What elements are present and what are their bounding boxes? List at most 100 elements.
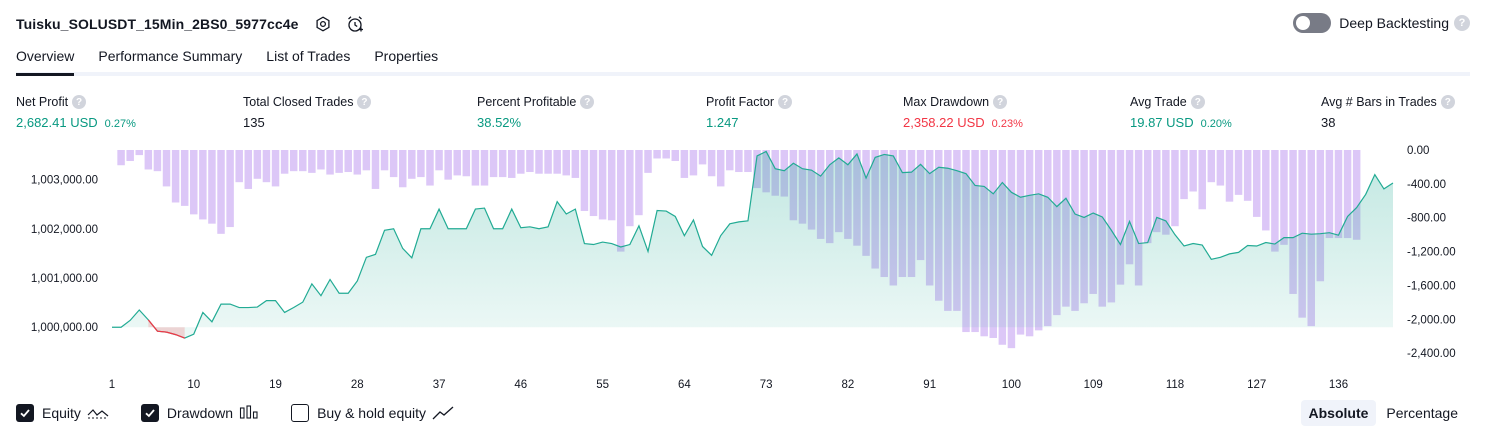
- drawdown-bar: [653, 150, 661, 159]
- legend-equity[interactable]: Equity: [16, 404, 109, 422]
- drawdown-bar: [707, 150, 716, 177]
- drawdown-bar: [235, 150, 243, 183]
- drawdown-bar: [1153, 150, 1161, 233]
- deep-backtesting-control: Deep Backtesting ?: [1293, 13, 1470, 33]
- drawdown-bar: [162, 150, 171, 187]
- drawdown-bar: [380, 150, 389, 171]
- drawdown-bar: [1271, 150, 1279, 252]
- drawdown-bar: [671, 150, 680, 162]
- drawdown-bar: [662, 150, 670, 159]
- alert-clock-icon[interactable]: [345, 14, 365, 34]
- metric-avg-trade: Avg Trade? 19.87 USD 0.20%: [1130, 94, 1232, 130]
- drawdown-bar: [199, 150, 207, 220]
- drawdown-bar: [208, 150, 216, 224]
- metric-value: 38.52%: [477, 115, 522, 130]
- drawdown-bar: [190, 150, 198, 215]
- trade-tick-label: 109: [1084, 379, 1103, 391]
- info-icon[interactable]: ?: [1190, 95, 1205, 109]
- drawdown-bar: [1352, 150, 1361, 240]
- info-icon[interactable]: ?: [357, 95, 372, 109]
- tab-overview[interactable]: Overview: [16, 42, 75, 76]
- drawdown-bar: [1225, 150, 1234, 202]
- equity-checkbox[interactable]: [16, 404, 34, 422]
- drawdown-bar: [417, 150, 425, 178]
- drawdown-bar: [253, 150, 262, 179]
- drawdown-bar: [398, 150, 407, 188]
- metric-total-closed-trades: Total Closed Trades? 135: [243, 94, 372, 130]
- info-icon[interactable]: ?: [993, 95, 1008, 109]
- drawdown-bar: [735, 150, 743, 173]
- drawdown-bar: [498, 150, 507, 178]
- drawdown-bar: [335, 150, 343, 173]
- drawdown-bar: [444, 150, 452, 180]
- drawdown-tick-label: -1,200.00: [1407, 247, 1456, 259]
- deep-backtesting-toggle[interactable]: [1293, 13, 1332, 33]
- metric-percent-profitable: Percent Profitable? 38.52%: [477, 94, 595, 130]
- legend-drawdown[interactable]: Drawdown: [140, 404, 259, 422]
- drawdown-checkbox[interactable]: [140, 404, 159, 422]
- drawdown-bar: [589, 150, 598, 217]
- scale-mode-switch: Absolute Percentage: [1299, 400, 1467, 426]
- tab-performance-summary[interactable]: Performance Summary: [98, 48, 243, 64]
- drawdown-bar: [1189, 150, 1197, 192]
- legend-buy-hold[interactable]: Buy & hold equity: [291, 404, 454, 422]
- drawdown-bar: [1334, 150, 1343, 239]
- metric-value: 2,682.41 USD: [16, 115, 98, 130]
- tab-list-of-trades[interactable]: List of Trades: [266, 48, 351, 64]
- metric-value: 135: [243, 115, 265, 130]
- equity-tick-label: 1,001,000.00: [31, 273, 98, 285]
- drawdown-bar: [508, 150, 516, 178]
- info-icon[interactable]: ?: [1440, 95, 1455, 109]
- drawdown-bar: [1171, 150, 1179, 227]
- buy-hold-checkbox[interactable]: [291, 404, 310, 422]
- drawdown-bar: [426, 150, 434, 186]
- drawdown-bar: [726, 150, 734, 171]
- settings-icon[interactable]: [313, 14, 333, 34]
- drawdown-bar: [689, 150, 698, 176]
- info-icon[interactable]: ?: [72, 95, 87, 109]
- drawdown-bar: [171, 150, 180, 203]
- drawdown-bar: [680, 150, 689, 178]
- drawdown-bar: [716, 150, 725, 187]
- drawdown-bar: [362, 150, 371, 171]
- drawdown-bar: [344, 150, 352, 173]
- drawdown-bar: [1280, 150, 1288, 245]
- drawdown-bar: [526, 150, 534, 173]
- trade-tick-label: 136: [1329, 379, 1348, 391]
- drawdown-tick-label: -2,400.00: [1407, 348, 1456, 360]
- drawdown-bar: [1316, 150, 1325, 282]
- info-icon[interactable]: ?: [778, 95, 793, 109]
- metric-value: 38: [1321, 115, 1336, 130]
- trade-tick-label: 127: [1247, 379, 1266, 391]
- equity-drawdown-chart[interactable]: 1,000,000.00 1,001,000.00 1,002,000.00 1,00…: [0, 140, 1486, 398]
- help-icon[interactable]: ?: [1454, 15, 1470, 31]
- equity-tick-label: 1,000,000.00: [31, 322, 98, 334]
- trade-tick-label: 91: [923, 379, 936, 391]
- metric-net-profit: Net Profit? 2,682.41 USD 0.27%: [16, 94, 136, 130]
- metric-value: 19.87 USD: [1130, 115, 1194, 130]
- mode-percentage[interactable]: Percentage: [1386, 405, 1458, 421]
- drawdown-bar: [1134, 150, 1143, 286]
- drawdown-bar: [126, 150, 134, 162]
- drawdown-bar: [480, 150, 489, 186]
- tab-properties[interactable]: Properties: [374, 48, 439, 64]
- drawdown-tick-label: 0.00: [1407, 145, 1429, 157]
- drawdown-bar: [289, 150, 298, 172]
- drawdown-bar: [1216, 150, 1225, 186]
- drawdown-bar: [1262, 150, 1270, 231]
- metric-label: Avg Trade: [1130, 95, 1187, 109]
- drawdown-bar: [317, 150, 325, 170]
- trend-line-icon: [432, 405, 454, 421]
- trade-tick-label: 100: [1002, 379, 1021, 391]
- drawdown-bar: [1289, 150, 1297, 294]
- equity-line-icon: [87, 405, 109, 421]
- metric-percent: 0.27%: [104, 118, 136, 130]
- mode-absolute[interactable]: Absolute: [1300, 400, 1377, 426]
- strategy-title: Tuisku_SOLUSDT_15Min_2BS0_5977cc4e: [16, 16, 299, 32]
- info-icon[interactable]: ?: [580, 95, 595, 109]
- drawdown-bar: [271, 150, 280, 187]
- trade-tick-label: 55: [596, 379, 609, 391]
- drawdown-tick-label: -1,600.00: [1407, 281, 1456, 293]
- drawdown-bar: [1180, 150, 1188, 200]
- trade-tick-label: 1: [109, 379, 115, 391]
